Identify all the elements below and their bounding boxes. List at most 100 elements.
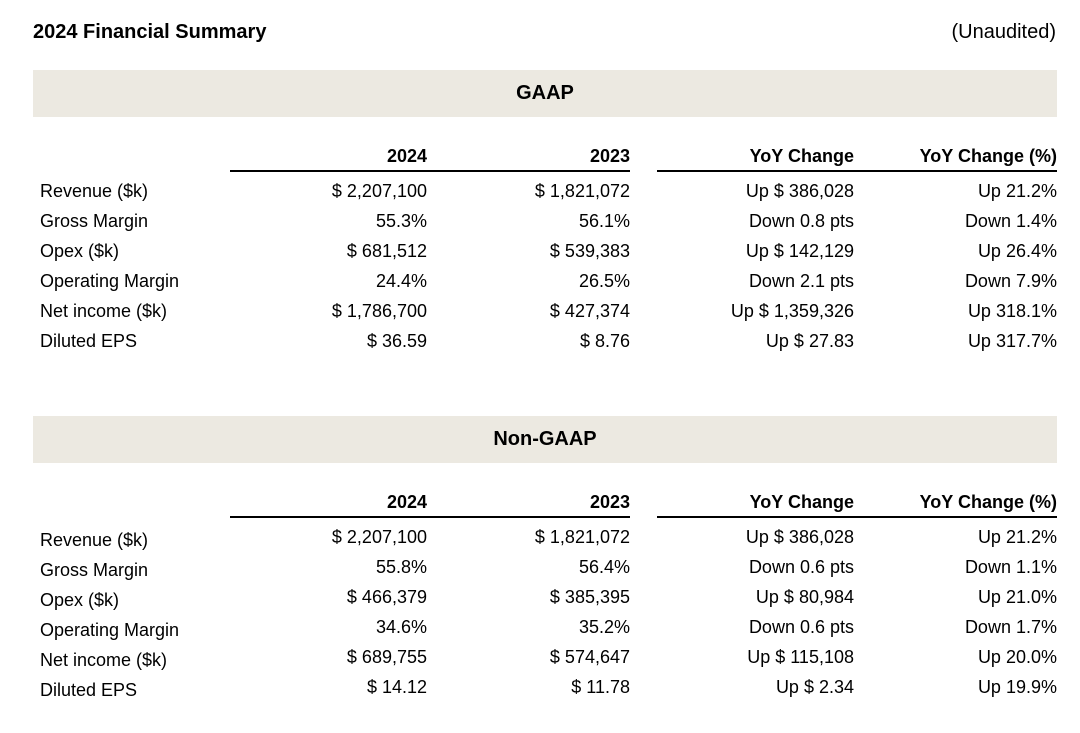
value-yoy-change-pct: Up 19.9% bbox=[977, 676, 1057, 697]
header-spacer bbox=[33, 145, 230, 172]
value-yoy-change-pct: Up 20.0% bbox=[977, 646, 1057, 667]
value-2023: $ 11.78 bbox=[571, 676, 630, 697]
value-2023: 56.4% bbox=[578, 556, 630, 577]
non-gaap-table: 2024 2023 YoY Change YoY Change (%) Reve… bbox=[33, 491, 1057, 702]
value-yoy-change-pct: Up 21.2% bbox=[977, 180, 1057, 201]
gaap-rows: Revenue ($k) $ 2,207,100 $ 1,821,072 Up … bbox=[33, 172, 1057, 356]
value-2024: $ 466,379 bbox=[346, 586, 427, 607]
table-row-net-income: Net income ($k) $ 689,755 $ 574,647 Up $… bbox=[33, 642, 1057, 672]
row-label: Opex ($k) bbox=[40, 589, 120, 610]
table-row-opex: Opex ($k) $ 466,379 $ 385,395 Up $ 80,98… bbox=[33, 582, 1057, 612]
value-yoy-change-pct: Down 1.7% bbox=[964, 616, 1057, 637]
value-2023: $ 574,647 bbox=[549, 646, 630, 667]
value-2023: 35.2% bbox=[578, 616, 630, 637]
value-yoy-change: Down 0.6 pts bbox=[748, 616, 854, 637]
value-2023: $ 385,395 bbox=[549, 586, 630, 607]
value-yoy-change: Up $ 1,359,326 bbox=[730, 300, 854, 321]
gaap-table: 2024 2023 YoY Change YoY Change (%) Reve… bbox=[33, 145, 1057, 356]
column-header-yoy-change: YoY Change bbox=[749, 492, 854, 512]
non-gaap-header-row: 2024 2023 YoY Change YoY Change (%) bbox=[33, 491, 1057, 518]
column-header-yoy-change-pct: YoY Change (%) bbox=[919, 146, 1057, 166]
column-group-years: 2024 2023 bbox=[230, 491, 630, 518]
value-2023: 26.5% bbox=[578, 270, 630, 291]
row-label: Net income ($k) bbox=[40, 649, 168, 670]
value-2024: $ 14.12 bbox=[366, 676, 427, 697]
column-header-2023: 2023 bbox=[589, 146, 630, 166]
value-yoy-change-pct: Up 318.1% bbox=[967, 300, 1057, 321]
value-yoy-change: Up $ 2.34 bbox=[775, 676, 854, 697]
value-yoy-change-pct: Down 1.1% bbox=[964, 556, 1057, 577]
value-yoy-change-pct: Up 26.4% bbox=[977, 240, 1057, 261]
column-header-yoy-change: YoY Change bbox=[749, 146, 854, 166]
column-header-2024: 2024 bbox=[386, 146, 427, 166]
value-2023: $ 427,374 bbox=[549, 300, 630, 321]
value-2023: 56.1% bbox=[578, 210, 630, 231]
table-row-operating-margin: Operating Margin 34.6% 35.2% Down 0.6 pt… bbox=[33, 612, 1057, 642]
header-spacer bbox=[33, 494, 230, 521]
value-2024: $ 36.59 bbox=[366, 330, 427, 351]
value-2023: $ 1,821,072 bbox=[534, 180, 630, 201]
value-2024: $ 681,512 bbox=[346, 240, 427, 261]
table-row-gross-margin: Gross Margin 55.8% 56.4% Down 0.6 pts Do… bbox=[33, 552, 1057, 582]
value-2024: $ 2,207,100 bbox=[331, 526, 427, 547]
row-label: Opex ($k) bbox=[40, 240, 120, 261]
column-gap bbox=[630, 491, 657, 518]
value-2023: $ 8.76 bbox=[579, 330, 630, 351]
value-yoy-change: Down 2.1 pts bbox=[748, 270, 854, 291]
value-yoy-change-pct: Down 7.9% bbox=[964, 270, 1057, 291]
document-header: 2024 Financial Summary (Unaudited) bbox=[0, 0, 1080, 44]
row-label: Gross Margin bbox=[40, 210, 149, 231]
value-2024: 55.3% bbox=[375, 210, 427, 231]
value-yoy-change: Up $ 386,028 bbox=[745, 180, 854, 201]
section-banner-non-gaap: Non-GAAP bbox=[33, 416, 1057, 463]
non-gaap-rows: Revenue ($k) $ 2,207,100 $ 1,821,072 Up … bbox=[33, 518, 1057, 702]
row-label: Revenue ($k) bbox=[40, 529, 149, 550]
row-label: Revenue ($k) bbox=[40, 180, 149, 201]
row-label: Operating Margin bbox=[40, 619, 180, 640]
value-2023: $ 1,821,072 bbox=[534, 526, 630, 547]
value-yoy-change: Up $ 80,984 bbox=[755, 586, 854, 607]
value-2023: $ 539,383 bbox=[549, 240, 630, 261]
value-yoy-change-pct: Up 21.2% bbox=[977, 526, 1057, 547]
column-gap bbox=[630, 145, 657, 172]
value-2024: $ 1,786,700 bbox=[331, 300, 427, 321]
section-banner-gaap: GAAP bbox=[33, 70, 1057, 117]
value-yoy-change: Down 0.6 pts bbox=[748, 556, 854, 577]
value-yoy-change-pct: Down 1.4% bbox=[964, 210, 1057, 231]
column-header-2024: 2024 bbox=[386, 492, 427, 512]
column-group-years: 2024 2023 bbox=[230, 145, 630, 172]
table-row-opex: Opex ($k) $ 681,512 $ 539,383 Up $ 142,1… bbox=[33, 236, 1057, 266]
table-row-operating-margin: Operating Margin 24.4% 26.5% Down 2.1 pt… bbox=[33, 266, 1057, 296]
value-yoy-change: Down 0.8 pts bbox=[748, 210, 854, 231]
table-row-diluted-eps: Diluted EPS $ 14.12 $ 11.78 Up $ 2.34 Up… bbox=[33, 672, 1057, 702]
value-2024: $ 2,207,100 bbox=[331, 180, 427, 201]
value-yoy-change-pct: Up 317.7% bbox=[967, 330, 1057, 351]
column-group-yoy: YoY Change YoY Change (%) bbox=[657, 145, 1057, 172]
column-header-yoy-change-pct: YoY Change (%) bbox=[919, 492, 1057, 512]
table-row-net-income: Net income ($k) $ 1,786,700 $ 427,374 Up… bbox=[33, 296, 1057, 326]
value-yoy-change: Up $ 142,129 bbox=[745, 240, 854, 261]
value-yoy-change: Up $ 386,028 bbox=[745, 526, 854, 547]
section-heading-non-gaap: Non-GAAP bbox=[493, 428, 597, 450]
section-heading-gaap: GAAP bbox=[516, 82, 574, 104]
table-row-diluted-eps: Diluted EPS $ 36.59 $ 8.76 Up $ 27.83 Up… bbox=[33, 326, 1057, 356]
row-label: Gross Margin bbox=[40, 559, 149, 580]
value-2024: $ 689,755 bbox=[346, 646, 427, 667]
value-yoy-change: Up $ 115,108 bbox=[747, 646, 854, 667]
row-label: Operating Margin bbox=[40, 270, 180, 291]
column-group-yoy: YoY Change YoY Change (%) bbox=[657, 491, 1057, 518]
value-yoy-change-pct: Up 21.0% bbox=[977, 586, 1057, 607]
row-label: Net income ($k) bbox=[40, 300, 168, 321]
table-row-revenue: Revenue ($k) $ 2,207,100 $ 1,821,072 Up … bbox=[33, 176, 1057, 206]
row-label: Diluted EPS bbox=[40, 679, 138, 700]
table-row-gross-margin: Gross Margin 55.3% 56.1% Down 0.8 pts Do… bbox=[33, 206, 1057, 236]
table-row-revenue: Revenue ($k) $ 2,207,100 $ 1,821,072 Up … bbox=[33, 522, 1057, 552]
row-label: Diluted EPS bbox=[40, 330, 138, 351]
gaap-header-row: 2024 2023 YoY Change YoY Change (%) bbox=[33, 145, 1057, 172]
value-2024: 24.4% bbox=[375, 270, 427, 291]
column-header-2023: 2023 bbox=[589, 492, 630, 512]
value-2024: 34.6% bbox=[375, 616, 427, 637]
value-yoy-change: Up $ 27.83 bbox=[765, 330, 854, 351]
page-title: 2024 Financial Summary bbox=[33, 21, 267, 43]
